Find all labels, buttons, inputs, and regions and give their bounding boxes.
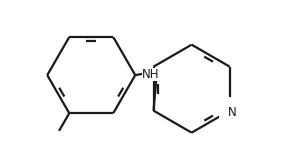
Text: N: N bbox=[228, 106, 237, 119]
Text: NH: NH bbox=[142, 67, 160, 81]
